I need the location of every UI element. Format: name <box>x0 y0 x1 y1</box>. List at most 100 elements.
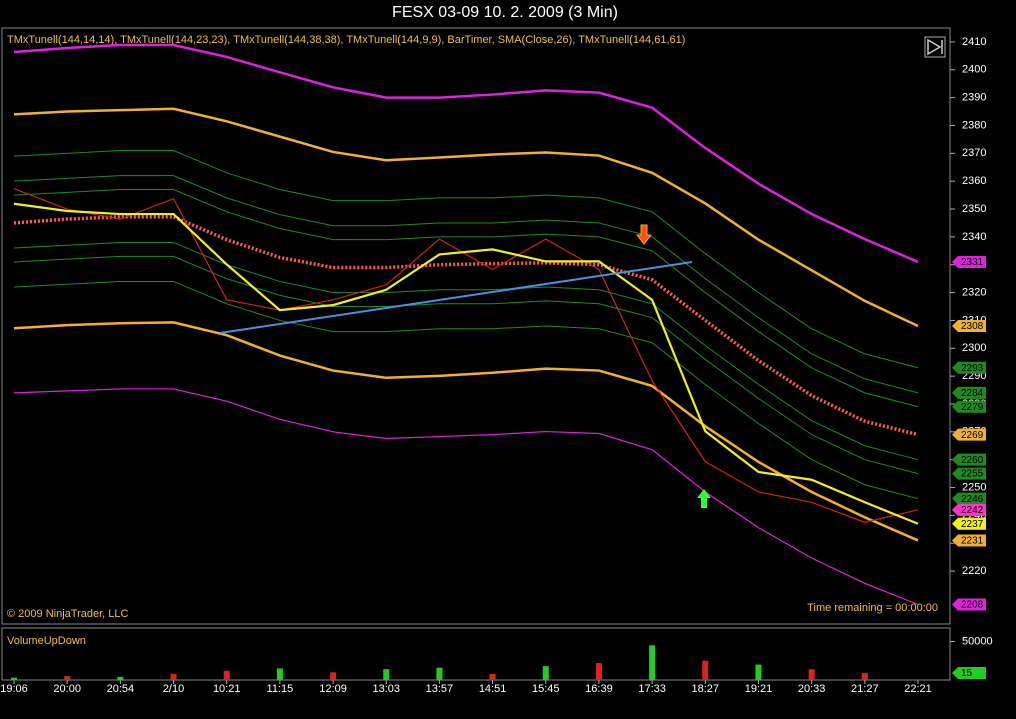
volume-bar <box>170 673 177 680</box>
price-flag <box>952 255 986 268</box>
x-tick-label: 20:54 <box>107 683 135 695</box>
volume-bar <box>808 669 815 680</box>
price-flag-label: 2208 <box>961 600 984 611</box>
price-flag <box>952 517 986 530</box>
series-line <box>13 188 919 523</box>
volume-bar <box>755 664 762 680</box>
price-flag-label: 2279 <box>961 402 984 413</box>
price-flag-label: 2331 <box>961 257 984 268</box>
volume-panel <box>1 627 951 681</box>
price-flag-label: 2308 <box>961 321 984 332</box>
x-tick-label: 12:09 <box>319 683 347 695</box>
x-tick-label: 2/10 <box>163 683 184 695</box>
price-flag-label: 2269 <box>961 430 984 441</box>
x-tick-label: 14:51 <box>479 683 507 695</box>
volume-bar <box>330 672 337 680</box>
y-tick-label: 2380 <box>962 119 986 131</box>
price-flag-label: 2293 <box>961 363 984 374</box>
y-tick-label: 2360 <box>962 175 986 187</box>
volume-bar <box>436 667 443 680</box>
x-tick-label: 10:21 <box>213 683 241 695</box>
x-tick-label: 22:21 <box>904 683 932 695</box>
volume-bar <box>117 676 124 680</box>
y-tick-label: 2370 <box>962 147 986 159</box>
volume-bar <box>861 673 868 680</box>
x-tick-label: 20:00 <box>53 683 81 695</box>
series-line <box>13 175 919 394</box>
volume-bar <box>383 669 390 680</box>
price-flag <box>952 320 986 332</box>
price-flag-label: 2231 <box>961 536 984 547</box>
volume-bar <box>276 668 283 680</box>
price-flag <box>952 428 986 441</box>
volume-bar <box>64 676 71 680</box>
y-tick-label: 2350 <box>962 203 986 215</box>
volume-bar <box>11 677 17 680</box>
volume-title: VolumeUpDown <box>7 635 86 647</box>
volume-bar <box>595 663 602 680</box>
series-line <box>13 388 919 606</box>
price-flag <box>952 467 986 480</box>
price-flag <box>952 534 986 547</box>
x-tick-label: 20:33 <box>798 683 826 695</box>
x-tick-label: 16:39 <box>585 683 613 695</box>
trend-line <box>219 261 693 334</box>
volume-bar <box>489 673 496 680</box>
price-flag <box>952 400 986 413</box>
x-tick-label: 21:27 <box>851 683 879 695</box>
y-tick-label: 2340 <box>962 231 986 243</box>
price-flag <box>952 492 986 505</box>
x-tick-label: 17:33 <box>638 683 666 695</box>
y-tick-label: 2400 <box>962 64 986 76</box>
x-tick-label: 13:03 <box>372 683 400 695</box>
sell-arrow <box>635 224 653 245</box>
plot-area: 2220223022402250226022702280229023002310… <box>0 36 992 695</box>
series-line <box>13 202 919 525</box>
series-line <box>13 255 919 475</box>
price-flag <box>952 503 986 516</box>
price-flag-label: 2284 <box>961 388 984 399</box>
x-tick-label: 13:57 <box>426 683 454 695</box>
x-tick-label: 18:27 <box>692 683 720 695</box>
x-tick-label: 19:06 <box>0 683 28 695</box>
y-tick-label: 2250 <box>962 481 986 493</box>
series-line <box>13 107 919 328</box>
volume-bar <box>649 645 656 680</box>
y-tick-label: 2410 <box>962 36 986 48</box>
series-line <box>13 215 919 437</box>
price-panel <box>1 27 951 625</box>
volume-flag <box>952 666 986 679</box>
price-flag-label: 2260 <box>961 455 984 466</box>
volume-bar <box>702 660 709 680</box>
series-line <box>13 280 919 500</box>
indicator-list: TMxTunell(144,14,14), TMxTunell(144,23,2… <box>7 34 685 46</box>
bar-timer: Time remaining = 00:00:00 <box>807 602 938 614</box>
price-flag <box>952 361 986 374</box>
icon-glyph[interactable] <box>927 38 943 56</box>
price-flag <box>952 598 986 611</box>
price-flag-label: 2246 <box>961 494 984 505</box>
play-icon[interactable] <box>924 36 946 58</box>
series-line <box>13 43 919 264</box>
icon-box[interactable] <box>924 36 946 58</box>
price-flag-label: 2255 <box>961 469 984 480</box>
series-line <box>13 321 919 542</box>
price-flag <box>952 453 986 466</box>
price-flag <box>952 386 986 399</box>
x-tick-label: 11:15 <box>267 683 294 695</box>
chart-title: FESX 03-09 10. 2. 2009 (3 Min) <box>392 4 618 21</box>
price-flag-label: 2242 <box>961 505 984 516</box>
y-tick-label: 2220 <box>962 565 986 577</box>
price-flag-label: 2237 <box>961 519 984 530</box>
series-line <box>13 150 919 369</box>
y-tick-label: 2390 <box>962 92 986 104</box>
series-line <box>13 241 919 461</box>
y-tick-label: 2320 <box>962 286 986 298</box>
copyright: © 2009 NinjaTrader, LLC <box>7 608 128 620</box>
x-tick-label: 15:45 <box>532 683 560 695</box>
series-line <box>13 189 919 408</box>
buy-arrow <box>697 489 711 508</box>
volume-bar <box>542 666 549 680</box>
